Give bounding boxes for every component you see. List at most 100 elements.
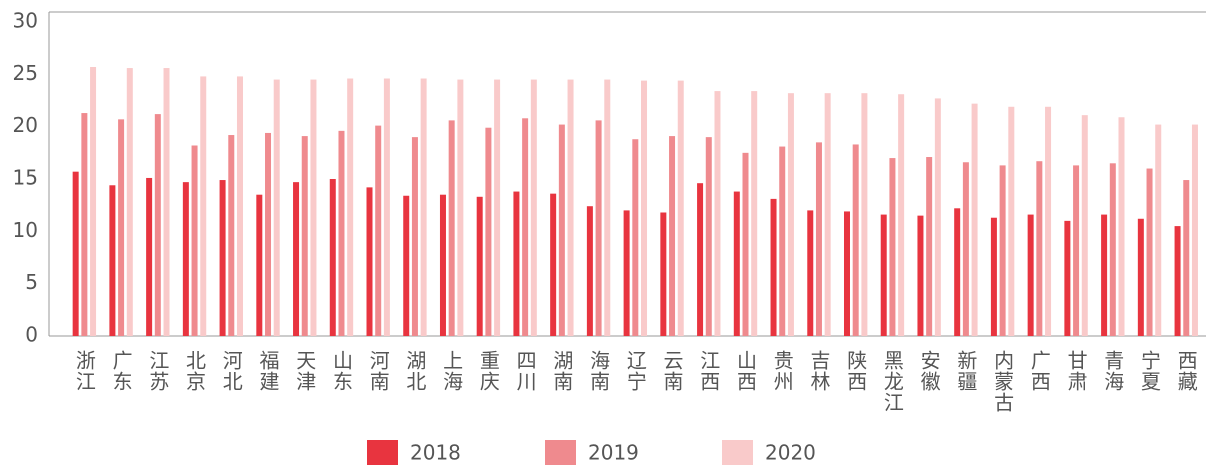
bar [310, 79, 317, 337]
bar [595, 120, 602, 337]
x-tick-label: 黑龙江 [880, 350, 904, 413]
bar [265, 132, 272, 336]
bar [1101, 214, 1108, 336]
bar [880, 214, 887, 336]
x-tick-label: 河南 [366, 350, 390, 392]
bar [375, 125, 382, 337]
bar [1109, 163, 1116, 336]
legend-swatch [722, 440, 753, 465]
bar [228, 135, 235, 336]
bar [705, 137, 712, 336]
x-tick-label: 广西 [1027, 350, 1051, 392]
bar [403, 195, 410, 336]
bar [971, 103, 978, 336]
bar [338, 130, 345, 336]
bar [641, 80, 648, 336]
bar [962, 162, 969, 336]
bar [697, 183, 704, 336]
bar [1064, 220, 1071, 336]
x-tick-label: 上海 [440, 350, 464, 392]
bar [126, 68, 133, 336]
x-tick-label: 重庆 [476, 350, 500, 392]
bar [586, 206, 593, 336]
bar [558, 124, 565, 336]
x-tick-label: 广东 [109, 350, 133, 392]
bar [448, 120, 455, 337]
bar [567, 79, 574, 337]
bar [889, 158, 896, 336]
bar [182, 182, 189, 336]
x-tick-label: 内蒙古 [991, 350, 1015, 413]
bar [852, 144, 859, 336]
bar [439, 194, 446, 336]
x-tick-label: 湖北 [403, 350, 427, 392]
bar [779, 146, 786, 336]
bar [1081, 115, 1088, 336]
bar [751, 91, 758, 336]
bar [457, 79, 464, 337]
bar [677, 80, 684, 336]
x-tick-label: 山西 [734, 350, 758, 392]
bar [807, 210, 814, 336]
bar [81, 113, 88, 336]
bar [742, 152, 749, 336]
legend-swatch [367, 440, 398, 465]
x-tick-label: 湖南 [550, 350, 574, 392]
x-tick-label: 吉林 [807, 350, 831, 392]
bar [383, 78, 390, 337]
x-tick-label: 甘肃 [1064, 350, 1088, 392]
bar [72, 171, 79, 336]
y-tick-label: 10 [13, 218, 38, 242]
x-tick-label: 贵州 [770, 350, 794, 392]
bar [522, 118, 529, 336]
bar [1073, 165, 1080, 336]
bar [1155, 124, 1162, 336]
bar [632, 139, 639, 336]
x-tick-label: 海南 [587, 350, 611, 392]
bar [301, 136, 308, 336]
bar [256, 194, 263, 336]
legend-label: 2019 [588, 441, 639, 465]
bar [917, 215, 924, 336]
y-tick-label: 0 [25, 323, 38, 347]
bar [1174, 226, 1181, 336]
bar [513, 191, 520, 336]
bar [604, 79, 611, 337]
bar [420, 78, 427, 337]
bar [1183, 180, 1190, 336]
legend-label: 2020 [765, 441, 816, 465]
bar [191, 145, 198, 336]
x-tick-label: 福建 [256, 350, 280, 392]
y-tick-label: 25 [13, 61, 38, 85]
bar [1146, 168, 1153, 336]
bar [1008, 106, 1015, 336]
x-tick-label: 新疆 [954, 350, 978, 392]
x-tick-label: 安徽 [917, 350, 941, 392]
bar [1036, 161, 1043, 336]
bar [733, 191, 740, 336]
bar [990, 217, 997, 336]
bar [669, 136, 676, 336]
bar [236, 76, 243, 336]
x-tick-label: 青海 [1101, 350, 1125, 392]
x-tick-label: 江苏 [146, 350, 170, 392]
bar [1045, 106, 1052, 336]
bar [815, 142, 822, 336]
bar [1137, 218, 1144, 336]
y-tick-label: 30 [13, 9, 38, 33]
bar [154, 114, 161, 337]
y-tick-label: 15 [13, 166, 38, 190]
bar [485, 127, 492, 336]
y-tick-label: 20 [13, 113, 38, 137]
bar [824, 93, 831, 336]
x-tick-label: 宁夏 [1138, 350, 1162, 392]
bar [219, 180, 226, 336]
bar [200, 76, 207, 336]
bar [1027, 214, 1034, 336]
x-tick-label: 辽宁 [623, 350, 647, 392]
bar [926, 157, 933, 336]
bar [843, 211, 850, 336]
bar [118, 119, 125, 336]
legend-label: 2018 [410, 441, 461, 465]
